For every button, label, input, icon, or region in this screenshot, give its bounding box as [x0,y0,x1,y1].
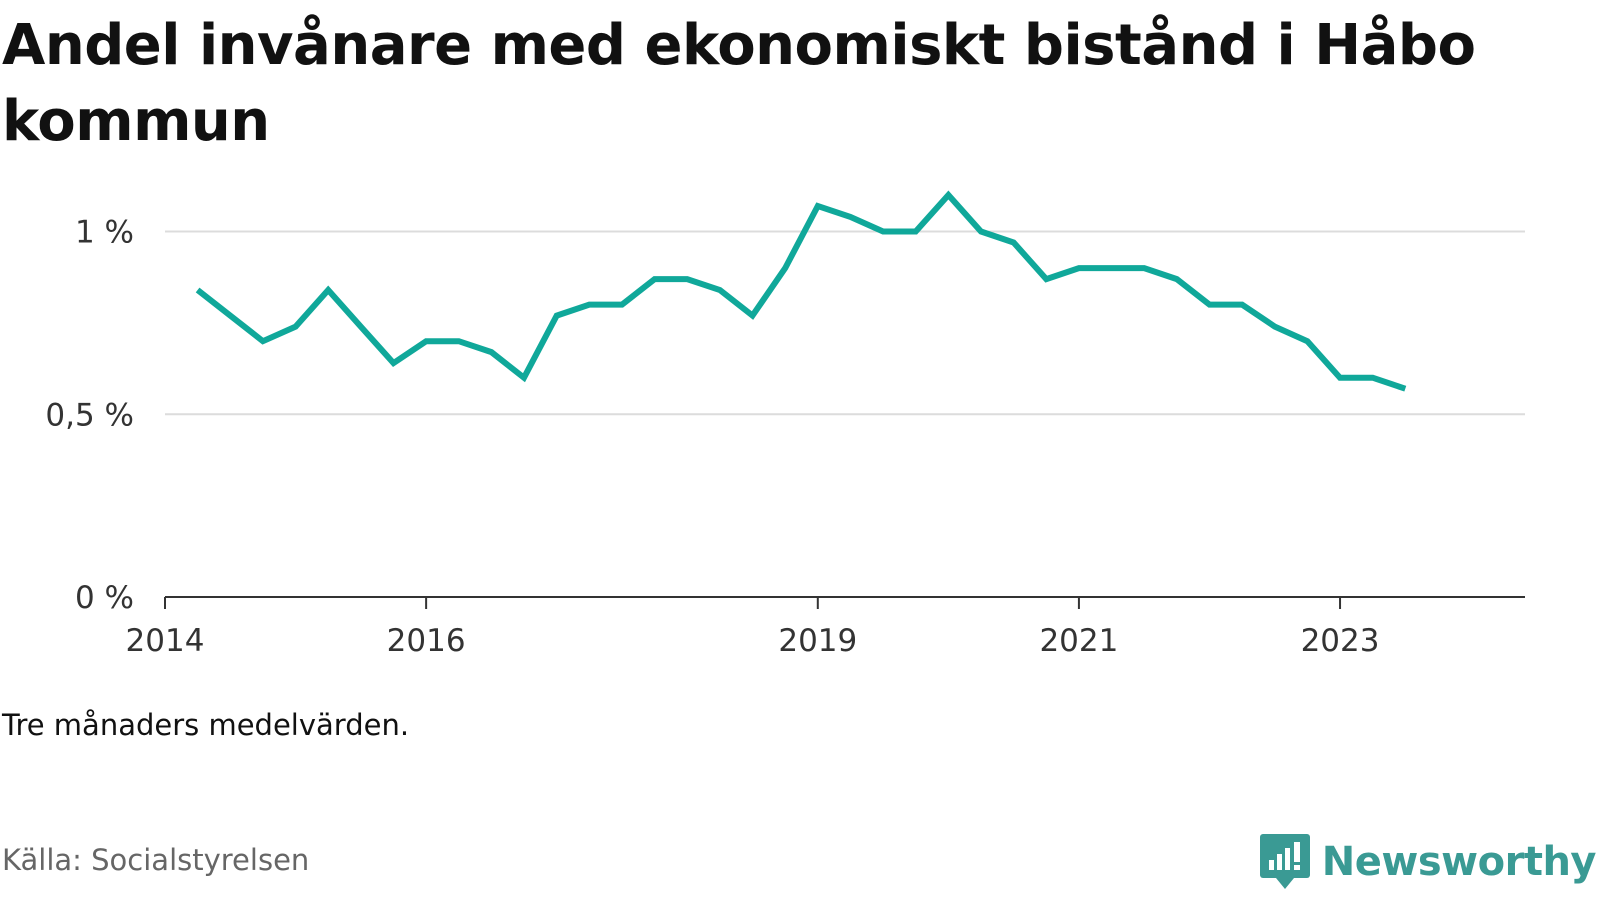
series-line-0 [195,190,1407,392]
y-tick-label: 0 % [75,580,134,616]
y-axis-tick-labels: 0 % 0,5 % 1 % [45,215,134,616]
x-tick-label: 2019 [778,623,857,659]
y-tick-label: 1 % [75,215,134,251]
brand-logo: Newsworthy [1259,834,1597,890]
brand-name: Newsworthy [1321,839,1597,885]
source-label: Källa: Socialstyrelsen [2,843,310,877]
chart-title: Andel invånare med ekonomiskt bistånd i … [2,13,1476,154]
y-tick-label: 0,5 % [45,397,134,433]
chart-note: Tre månaders medelvärden. [2,708,410,742]
x-axis: 2014 2016 2019 2021 2023 [126,596,1525,659]
x-tick-label: 2014 [126,623,205,659]
x-tick-label: 2016 [387,623,466,659]
series-lines [195,190,1407,392]
gridlines [165,230,1525,416]
x-tick-label: 2023 [1301,623,1380,659]
newsworthy-logo-icon [1259,834,1310,889]
x-tick-label: 2021 [1039,623,1118,659]
